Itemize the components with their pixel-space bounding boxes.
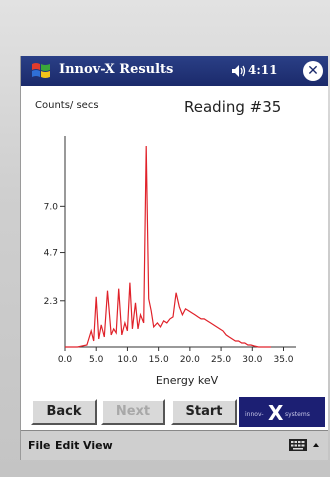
button-row: Back Next Start innov- X systems (21, 396, 328, 430)
x-tick-label: 0.0 (58, 355, 73, 365)
windows-start-flag-icon[interactable] (30, 60, 52, 82)
chart-axes (64, 136, 296, 348)
x-axis-label: Energy keV (156, 374, 219, 387)
close-button[interactable]: ✕ (303, 61, 323, 81)
y-axis-label: Counts/ secs (35, 100, 99, 111)
x-tick-label: 25.0 (211, 355, 231, 365)
spectrum-chart: 2.3 4.7 7.0 0.0 5.0 10.0 15.0 20.0 25.0 30.0 35.0… (44, 136, 296, 387)
logo-letter: X (268, 401, 284, 425)
x-tick-label: 30.0 (242, 355, 262, 365)
x-tick-label: 20.0 (180, 355, 200, 365)
innov-x-logo: innov- X systems (239, 397, 325, 427)
y-tick-label: 2.3 (44, 297, 58, 307)
next-button[interactable]: Next (101, 399, 165, 425)
speaker-icon[interactable] (230, 63, 246, 79)
logo-left-text: innov- (245, 411, 264, 418)
spectrum-line (65, 145, 271, 348)
menu-edit[interactable]: Edit (55, 439, 80, 452)
menu-view[interactable]: View (83, 439, 113, 452)
menu-bar: File Edit View (21, 430, 328, 460)
x-tick-label: 15.0 (149, 355, 169, 365)
x-tick-label: 5.0 (89, 355, 104, 365)
chart-title: Reading #35 (184, 98, 282, 116)
results-panel: 2.3 4.7 7.0 0.0 5.0 10.0 15.0 20.0 25.0 30.0 35.0… (21, 86, 328, 396)
keyboard-icon[interactable] (289, 438, 307, 452)
device-screen: Innov-X Results 4:11 ✕ 2.3 4.7 7.0 0.0 5.0 1… (20, 56, 328, 460)
start-button[interactable]: Start (171, 399, 237, 425)
clock[interactable]: 4:11 (248, 63, 278, 77)
back-button[interactable]: Back (31, 399, 97, 425)
close-icon: ✕ (307, 63, 319, 79)
title-bar: Innov-X Results 4:11 ✕ (21, 56, 328, 86)
app-title: Innov-X Results (59, 62, 174, 77)
y-tick-label: 4.7 (44, 249, 58, 259)
menu-file[interactable]: File (28, 439, 51, 452)
x-tick-label: 35.0 (273, 355, 293, 365)
x-ticks: 0.0 5.0 10.0 15.0 20.0 25.0 30.0 35.0 (58, 347, 294, 365)
logo-right-text: systems (285, 411, 310, 418)
sip-arrow-icon[interactable] (311, 438, 321, 452)
y-tick-label: 7.0 (44, 202, 59, 212)
x-tick-label: 10.0 (117, 355, 137, 365)
y-ticks: 2.3 4.7 7.0 (44, 202, 65, 307)
